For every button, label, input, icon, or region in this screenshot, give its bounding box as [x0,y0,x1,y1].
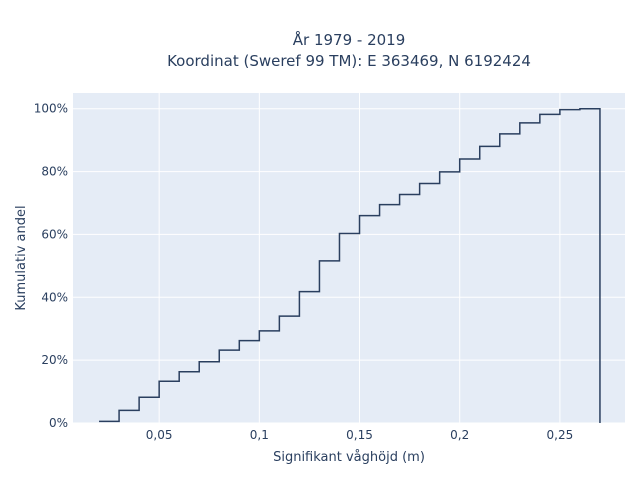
x-tick-label: 0,15 [346,428,373,442]
series-layer [99,107,601,423]
x-axis-title: Signifikant våghöjd (m) [273,450,425,465]
x-tick-label: 0,25 [547,428,574,442]
x-tick-labels: 0,05 0,1 0,15 0,2 0,25 [146,428,573,442]
y-axis-title: Kumulativ andel [14,205,29,310]
chart-title: År 1979 - 2019 [293,30,406,49]
y-tick-labels: 0% 20% 40% 60% 80% 100% [34,102,68,430]
chart-subtitle: Koordinat (Sweref 99 TM): E 363469, N 61… [167,52,531,70]
x-tick-label: 0,2 [450,428,469,442]
plot-area [73,93,625,423]
y-tick-label: 20% [41,353,68,367]
x-tick-label: 0,05 [146,428,173,442]
y-tick-label: 100% [34,102,68,116]
y-tick-label: 80% [41,165,68,179]
x-tick-label: 0,1 [250,428,269,442]
y-tick-label: 0% [49,416,68,430]
cumulative-step-series [99,107,601,423]
y-tick-label: 60% [41,227,68,241]
grid-lines [73,93,625,424]
y-tick-label: 40% [41,290,68,304]
